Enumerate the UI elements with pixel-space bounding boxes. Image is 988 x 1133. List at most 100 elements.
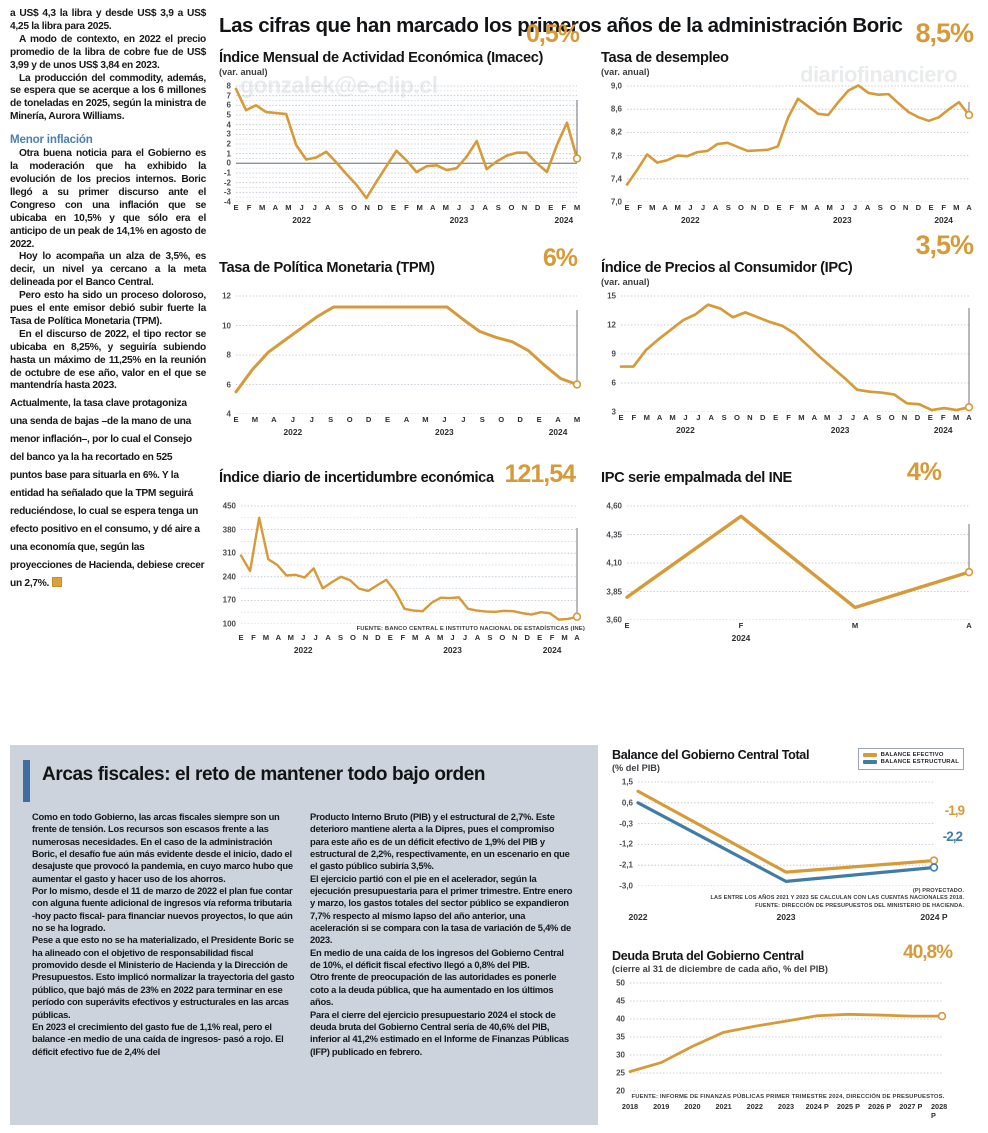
x-axis-tick: J — [313, 633, 318, 642]
article-subhead: Menor inflación — [10, 133, 93, 147]
x-axis-tick: O — [508, 203, 515, 212]
y-axis-tick: 7,4 — [610, 174, 622, 184]
y-axis-tick: 35 — [616, 1032, 625, 1042]
x-axis-tick: N — [750, 203, 757, 212]
x-axis-tick: O — [890, 203, 896, 212]
chart-callout-value: 0,5% — [526, 20, 580, 48]
x-axis-year: 2024 — [548, 427, 568, 437]
x-axis-tick: A — [574, 633, 580, 642]
x-axis-tick: J — [683, 413, 688, 422]
x-axis-tick: F — [940, 413, 946, 422]
x-axis-tick: S — [328, 415, 334, 424]
x-axis-tick: F — [637, 203, 642, 212]
x-axis-tick: A — [712, 203, 719, 212]
x-axis-tick: E — [385, 415, 391, 424]
chart-card-ipc: Índice de Precios al Consumidor (IPC) (v… — [601, 232, 979, 436]
y-axis-tick: -0,3 — [619, 819, 633, 829]
x-axis-year: 2023 — [830, 425, 850, 435]
chart-subtitle: (var. anual) — [601, 277, 650, 287]
x-axis-tick: E — [773, 413, 779, 422]
chart-card-desempleo: Tasa de desempleo (var. anual) 9,0 8,6 8,2… — [601, 20, 979, 226]
y-axis-tick: -4 — [223, 197, 231, 207]
x-axis-tick: F — [400, 633, 406, 642]
x-axis-tick: D — [365, 415, 372, 424]
x-axis-tick: J — [840, 203, 845, 212]
chart-svg — [625, 505, 974, 620]
chart-note: LAS ENTRE LOS AÑOS 2021 Y 2023 SE CALCUL… — [710, 895, 964, 902]
x-axis-tick: O — [738, 203, 744, 212]
x-axis-tick: N — [364, 203, 370, 212]
x-axis-tick: A — [424, 633, 431, 642]
x-axis-tick: M — [824, 413, 831, 422]
x-axis-tick: M — [442, 203, 450, 212]
y-axis-tick: 2 — [226, 139, 231, 149]
x-axis-tick: 2021 — [715, 1102, 732, 1111]
x-axis-year: 2023 — [443, 645, 462, 655]
y-axis-tick: 50 — [616, 978, 625, 988]
y-axis-tick: 3,85 — [606, 587, 622, 596]
x-axis-tick: E — [776, 203, 782, 212]
x-axis-categories: 2022 2023 2024 P — [612, 912, 964, 924]
x-axis-tick: S — [338, 203, 344, 212]
x-axis-tick: F — [789, 203, 794, 212]
x-axis-year: 2023 — [449, 215, 469, 225]
x-axis-tick: S — [721, 413, 727, 422]
x-axis-tick: J — [696, 413, 701, 422]
x-axis-tick: A — [814, 203, 820, 212]
x-axis-tick: J — [299, 203, 304, 212]
x-axis-year: 2022 — [292, 215, 311, 225]
x-axis-tick: 2019 — [653, 1102, 670, 1111]
x-axis-tick: J — [309, 415, 314, 424]
chart-subtitle: (var. anual) — [601, 67, 650, 77]
x-axis-tick: M — [561, 633, 568, 642]
y-axis-tick: 6 — [226, 100, 231, 110]
x-axis-tick: F — [549, 633, 555, 642]
y-axis-tick: 4,10 — [606, 558, 622, 568]
x-axis-tick: M — [953, 203, 960, 212]
x-axis-tick: M — [412, 633, 419, 642]
chart-subtitle: (var. anual) — [219, 67, 268, 77]
y-axis-tick: 4 — [226, 120, 231, 130]
y-axis-tick: 30 — [616, 1050, 625, 1060]
x-axis-tick: J — [462, 633, 468, 642]
fiscal-charts-area: Balance del Gobierno Central Total (% de… — [598, 745, 978, 1125]
x-axis-tick: M — [674, 203, 681, 212]
y-axis-tick: 25 — [616, 1068, 625, 1078]
x-axis-tick: N — [512, 633, 518, 642]
chart-svg — [636, 781, 939, 886]
article-paragraph: Otra buena noticia para el Gobierno es l… — [10, 148, 206, 250]
y-axis-tick: 10 — [222, 321, 231, 330]
article-paragraph: En el discurso de 2022, el tipo rector s… — [10, 328, 206, 392]
y-axis-tick: 1 — [226, 149, 231, 159]
x-axis-tick: F — [631, 413, 637, 422]
y-axis-tick: 3,60 — [606, 615, 622, 625]
chart-title: Tasa de Política Monetaria (TPM) — [219, 260, 435, 276]
y-axis-tick: -2,1 — [619, 860, 633, 870]
chart-callout-value: 3,5% — [915, 230, 974, 260]
y-axis-tick: 170 — [222, 595, 236, 605]
chart-plot: 8 7 6 5 4 3 2 1 0 -1 -2 -3 -4 — [219, 82, 585, 207]
fiscal-paragraph: En 2023 el crecimiento del gasto fue de … — [32, 1020, 284, 1057]
x-axis-tick: F — [404, 203, 409, 212]
x-axis-tick: D — [377, 203, 384, 212]
x-axis-tick: J — [837, 413, 843, 422]
x-axis-tick: A — [662, 203, 668, 212]
x-axis-tick: D — [915, 203, 922, 212]
x-axis-tick: 2022 — [628, 912, 648, 923]
x-axis-categories: 2018 2019 2020 2021 2022 2023 2024 P 2025 P 2026… — [612, 1102, 964, 1120]
x-axis-years: 2022 2023 2024 — [219, 645, 585, 656]
x-axis-tick: A — [275, 633, 282, 642]
y-axis-tick: 40 — [616, 1014, 625, 1024]
x-axis-tick: N — [521, 203, 528, 212]
chart-plot: 12 10 8 6 4 — [219, 292, 585, 419]
chart-title: Índice diario de incertidumbre económica — [219, 470, 494, 486]
x-axis-tick: E — [618, 413, 624, 422]
chart-title: Tasa de desempleo — [601, 50, 729, 66]
end-of-article-mark — [52, 577, 63, 588]
x-axis-tick: M — [649, 203, 656, 212]
chart-callout-value: 8,5% — [915, 18, 974, 48]
